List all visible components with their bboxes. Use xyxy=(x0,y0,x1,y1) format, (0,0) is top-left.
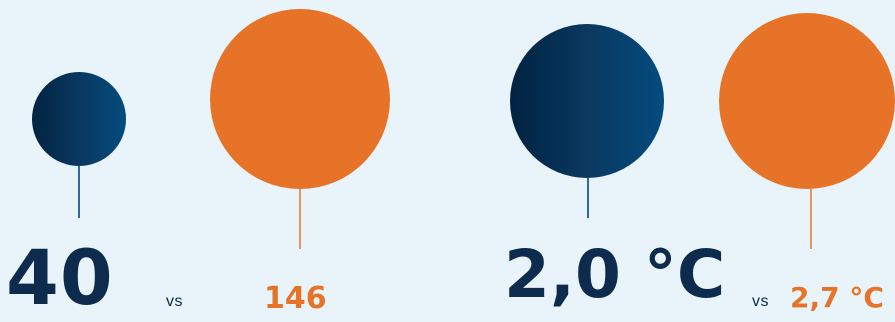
medium-navy-connector-line xyxy=(587,178,589,218)
orange-connector-line-second xyxy=(810,189,812,249)
small-navy-circle xyxy=(32,72,126,166)
vs-label-second: vs xyxy=(752,293,769,310)
left-value-second: 2,0 °C xyxy=(504,236,726,313)
large-orange-circle xyxy=(210,9,390,189)
medium-navy-circle xyxy=(510,24,664,178)
vs-label-first: vs xyxy=(166,293,183,310)
right-value-second: 2,7 °C xyxy=(790,281,884,314)
small-navy-connector-line xyxy=(78,166,80,218)
right-value-first: 146 xyxy=(264,281,327,316)
left-value-first: 40 xyxy=(6,233,114,322)
medium-orange-circle xyxy=(719,13,895,189)
orange-connector-line xyxy=(299,189,301,249)
